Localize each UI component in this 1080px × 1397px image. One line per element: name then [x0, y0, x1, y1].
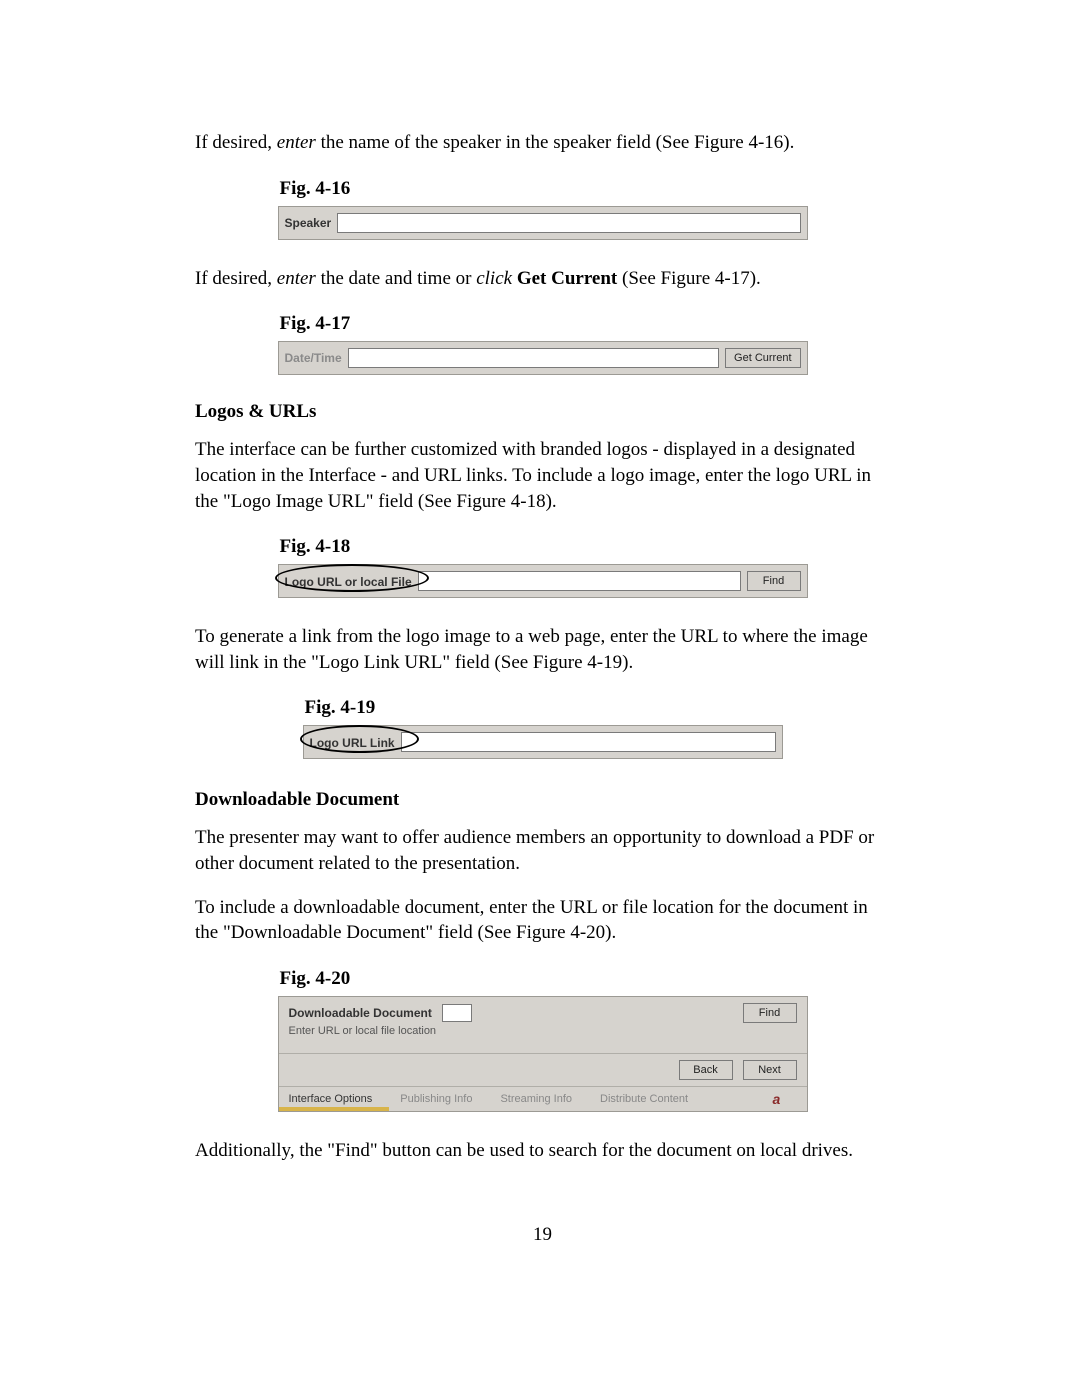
- wizard-tabs: Interface Options Publishing Info Stream…: [279, 1086, 807, 1111]
- tab-interface-options[interactable]: Interface Options: [289, 1093, 373, 1105]
- page-number: 19: [195, 1224, 890, 1246]
- logo-url-label: Logo URL or local File: [285, 575, 412, 589]
- figure-4-16: Fig. 4-16 Speaker: [278, 178, 808, 240]
- next-button[interactable]: Next: [743, 1060, 797, 1080]
- speaker-input[interactable]: [337, 213, 800, 233]
- paragraph-3: The interface can be further customized …: [195, 437, 890, 514]
- speaker-label: Speaker: [285, 216, 332, 230]
- datetime-panel: Date/Time Get Current: [278, 341, 808, 375]
- find-button[interactable]: Find: [743, 1003, 797, 1023]
- section-downloadable-document: Downloadable Document: [195, 789, 890, 811]
- fig-4-17-caption: Fig. 4-17: [280, 313, 808, 335]
- brand-icon: a: [773, 1091, 797, 1105]
- datetime-input[interactable]: [348, 348, 719, 368]
- get-current-button[interactable]: Get Current: [725, 348, 800, 368]
- paragraph-5: The presenter may want to offer audience…: [195, 825, 890, 876]
- figure-4-17: Fig. 4-17 Date/Time Get Current: [278, 313, 808, 375]
- downloadable-doc-input[interactable]: [442, 1004, 472, 1022]
- fig-4-18-caption: Fig. 4-18: [280, 536, 808, 558]
- downloadable-doc-panel: Downloadable Document Find Enter URL or …: [278, 996, 808, 1112]
- logo-link-input[interactable]: [401, 732, 776, 752]
- tab-publishing-info[interactable]: Publishing Info: [400, 1093, 472, 1105]
- section-logos-urls: Logos & URLs: [195, 401, 890, 423]
- figure-4-20: Fig. 4-20 Downloadable Document Find Ent…: [278, 968, 808, 1112]
- fig-4-16-caption: Fig. 4-16: [280, 178, 808, 200]
- logo-link-panel: Logo URL Link: [303, 725, 783, 759]
- paragraph-6: To include a downloadable document, ente…: [195, 895, 890, 946]
- figure-4-18: Fig. 4-18 Logo URL or local File Find: [278, 536, 808, 598]
- paragraph-4: To generate a link from the logo image t…: [195, 624, 890, 675]
- logo-url-input[interactable]: [418, 571, 741, 591]
- fig-4-20-caption: Fig. 4-20: [280, 968, 808, 990]
- logo-link-label: Logo URL Link: [310, 736, 395, 750]
- figure-4-19: Fig. 4-19 Logo URL Link: [303, 697, 783, 759]
- active-tab-underline-icon: [279, 1107, 389, 1111]
- downloadable-doc-hint: Enter URL or local file location: [289, 1025, 437, 1037]
- tab-streaming-info[interactable]: Streaming Info: [500, 1093, 572, 1105]
- datetime-label: Date/Time: [285, 351, 342, 365]
- logo-url-panel: Logo URL or local File Find: [278, 564, 808, 598]
- speaker-panel: Speaker: [278, 206, 808, 240]
- paragraph-2: If desired, enter the date and time or c…: [195, 266, 890, 292]
- paragraph-1: If desired, enter the name of the speake…: [195, 130, 890, 156]
- fig-4-19-caption: Fig. 4-19: [305, 697, 783, 719]
- find-button[interactable]: Find: [747, 571, 801, 591]
- back-button[interactable]: Back: [679, 1060, 733, 1080]
- tab-distribute-content[interactable]: Distribute Content: [600, 1093, 688, 1105]
- paragraph-7: Additionally, the "Find" button can be u…: [195, 1138, 890, 1164]
- downloadable-doc-title: Downloadable Document: [289, 1006, 432, 1020]
